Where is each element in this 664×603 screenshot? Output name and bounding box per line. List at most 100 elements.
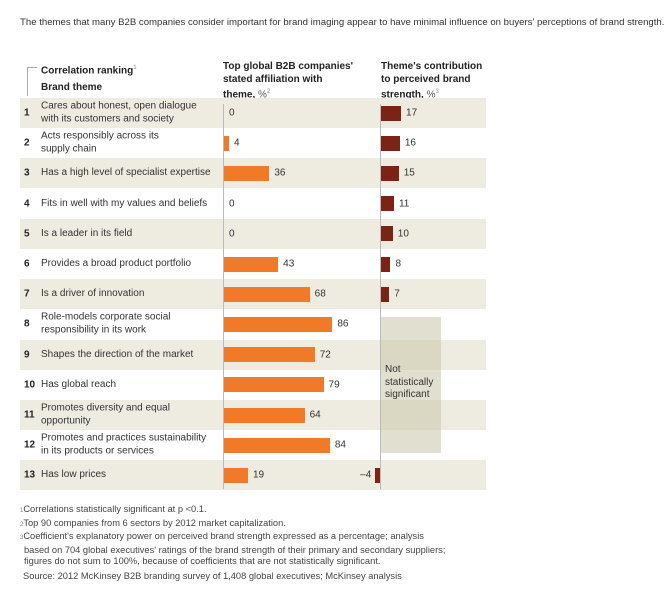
theme-label: Promotes diversity and equal opportunity xyxy=(41,403,226,428)
affiliation-value-label: 86 xyxy=(337,318,349,330)
affiliation-bar xyxy=(224,347,315,363)
theme-line: Promotes diversity and equal xyxy=(41,402,170,414)
affiliation-bar xyxy=(224,316,333,332)
theme-line: Cares about honest, open dialogue xyxy=(41,100,197,112)
affiliation-bar xyxy=(224,377,324,393)
table-row: 12 Promotes and practices sustainability i… xyxy=(20,430,486,460)
header-line: strength, %3 xyxy=(381,86,482,102)
theme-line: Fits in well with my values and beliefs xyxy=(41,197,208,209)
footnotes: 1Correlations statistically significant … xyxy=(20,504,445,582)
theme-label: Has global reach xyxy=(41,379,226,392)
footnote-ref: 2 xyxy=(266,89,271,95)
footnote-text: Coefficient's explanatory power on perce… xyxy=(23,531,424,541)
footnote-1: 1Correlations statistically significant … xyxy=(20,504,445,518)
theme-line: Provides a broad product portfolio xyxy=(41,257,192,269)
affiliation-value-label: 0 xyxy=(229,198,235,210)
table-row: 8 Role-models corporate social responsibil… xyxy=(20,309,486,339)
theme-header: Brand theme xyxy=(41,82,103,93)
not-significant-label: Not statistically significant xyxy=(385,364,434,400)
theme-line: Shapes the direction of the market xyxy=(41,348,194,360)
footnote-ref: 3 xyxy=(435,89,439,95)
theme-label: Provides a broad product portfolio xyxy=(41,258,226,271)
theme-line: Is a leader in its field xyxy=(41,227,133,239)
unit: % xyxy=(258,89,267,101)
table-row: 1 Cares about honest, open dialogue with i… xyxy=(20,98,486,128)
rank-label: 4 xyxy=(24,198,30,210)
header-line: theme, %2 xyxy=(223,86,353,102)
contribution-bar xyxy=(381,135,400,151)
table-row: 2 Acts responsibly across its supply chain… xyxy=(20,128,486,158)
header-line: stated affiliation with xyxy=(223,73,323,85)
footnote-3-line: based on 704 global executives' ratings … xyxy=(24,544,446,555)
affiliation-value-label: 0 xyxy=(229,228,235,240)
theme-label: Role-models corporate social responsibili… xyxy=(41,312,226,337)
affiliation-bar xyxy=(224,467,248,483)
header-line: Theme's contribution xyxy=(381,61,483,72)
contribution-value-label: –4 xyxy=(360,469,372,481)
theme-line: Promotes and practices sustainability xyxy=(41,432,207,444)
theme-label: Fits in well with my values and beliefs xyxy=(41,197,226,210)
theme-line: opportunity xyxy=(41,415,91,426)
theme-label: Has a high level of specialist expertise xyxy=(41,167,226,180)
rank-label: 7 xyxy=(24,288,30,300)
footnote-2: 2Top 90 companies from 6 sectors by 2012… xyxy=(20,518,445,532)
contribution-bar xyxy=(381,256,391,272)
theme-line: in its products or services xyxy=(41,445,154,457)
affiliation-bar xyxy=(224,286,310,302)
rank-label: 5 xyxy=(24,228,30,240)
unit: % xyxy=(426,89,436,101)
theme-line: Acts responsibly across its xyxy=(41,130,159,142)
table-row: 5 Is a leader in its field 0 10 xyxy=(20,218,486,249)
theme-line: Has a high level of specialist expertise xyxy=(41,167,211,179)
contribution-value-label: 17 xyxy=(406,107,418,119)
affiliation-bar xyxy=(224,165,270,181)
footnote-text: Top 90 companies from 6 sectors by 2012 … xyxy=(23,517,286,528)
theme-line: supply chain xyxy=(41,143,97,155)
contribution-value-label: 8 xyxy=(395,258,401,270)
affiliation-axis xyxy=(223,104,224,489)
footnote-3: 3Coefficient's explanatory power on perc… xyxy=(20,531,445,545)
source-note: Source: 2012 McKinsey B2B branding surve… xyxy=(23,570,402,581)
contribution-value-label: 11 xyxy=(398,198,410,210)
theme-label: Shapes the direction of the market xyxy=(41,348,226,361)
theme-label: Promotes and practices sustainability in … xyxy=(41,433,226,458)
header-text: strength, xyxy=(381,89,424,101)
theme-label: Is a leader in its field xyxy=(41,228,226,241)
rank-label: 10 xyxy=(24,379,36,391)
theme-line: Has global reach xyxy=(41,378,117,390)
theme-line: Role-models corporate social xyxy=(41,311,171,323)
table-row: 10 Has global reach 79 xyxy=(20,370,486,400)
rank-label: 2 xyxy=(24,137,30,149)
theme-label: Cares about honest, open dialogue with it… xyxy=(41,101,226,126)
affiliation-bar xyxy=(224,256,279,272)
rank-label: 3 xyxy=(24,167,30,179)
contribution-bar xyxy=(381,165,399,181)
header-bracket xyxy=(27,67,37,96)
rank-label: 9 xyxy=(24,349,30,361)
header-text: theme, xyxy=(223,89,256,101)
table-row: 3 Has a high level of specialist expertis… xyxy=(20,158,486,189)
affiliation-value-label: 68 xyxy=(314,288,326,300)
header-line: to perceived brand xyxy=(381,73,471,85)
theme-line: with its customers and society xyxy=(41,113,174,124)
affiliation-value-label: 4 xyxy=(234,137,240,149)
rank-label: 6 xyxy=(24,258,30,270)
contribution-bar xyxy=(381,226,393,242)
footnote-mark: 3 xyxy=(20,535,24,541)
contribution-bar xyxy=(381,286,390,302)
affiliation-value-label: 0 xyxy=(229,107,235,119)
rank-label: 11 xyxy=(24,409,35,421)
affiliation-bar xyxy=(224,407,305,423)
rank-label: 12 xyxy=(24,439,36,451)
footnote-mark: 1 xyxy=(20,508,24,514)
contribution-bar xyxy=(381,196,394,212)
affiliation-value-label: 43 xyxy=(283,258,295,270)
footnote-ref: 1 xyxy=(133,65,137,71)
affiliation-value-label: 19 xyxy=(252,469,265,481)
rank-label: 8 xyxy=(24,318,30,330)
theme-label: Acts responsibly across its supply chain xyxy=(41,131,226,156)
theme-line: responsibility in its work xyxy=(41,324,147,336)
theme-label: Has low prices xyxy=(41,469,226,482)
contribution-bar xyxy=(381,105,402,121)
contribution-header: Theme's contribution to perceived brand … xyxy=(381,61,482,102)
